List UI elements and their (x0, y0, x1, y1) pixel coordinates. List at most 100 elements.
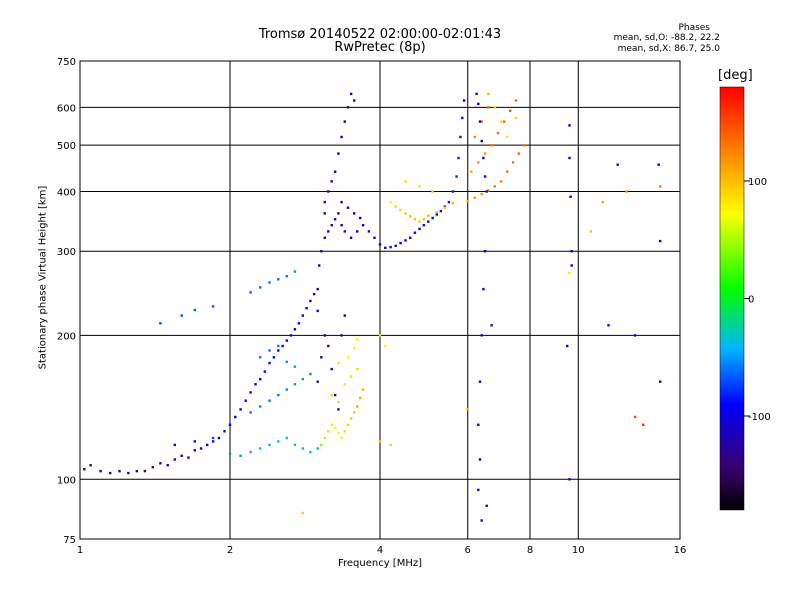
data-point (127, 471, 130, 475)
data-points (83, 92, 662, 522)
data-point (249, 450, 252, 454)
data-point (318, 264, 321, 267)
data-point (180, 314, 183, 317)
data-point (478, 458, 482, 461)
data-point (473, 196, 476, 199)
colorbar-tick-label: -100 (748, 412, 771, 423)
data-point (211, 436, 215, 440)
data-point (389, 245, 392, 249)
x-tick-label: 4 (377, 545, 383, 556)
colorbar-ticks: 100 0 -100 (744, 177, 771, 423)
data-point (601, 200, 604, 204)
data-point (457, 156, 460, 160)
data-point (394, 244, 397, 247)
data-point (340, 334, 343, 337)
data-point (499, 120, 503, 123)
data-point (477, 488, 480, 492)
data-point (570, 250, 573, 253)
data-point (346, 356, 350, 359)
data-point (514, 116, 518, 120)
data-point (320, 443, 323, 447)
data-point (568, 124, 571, 127)
data-point (263, 370, 267, 373)
data-point (435, 213, 438, 216)
data-point (483, 250, 487, 253)
data-point (568, 271, 571, 275)
data-point (568, 156, 571, 160)
data-point (356, 367, 359, 371)
y-tick-label: 600 (57, 103, 76, 114)
data-point (89, 464, 92, 467)
data-point (404, 212, 407, 215)
data-point (490, 144, 493, 147)
y-tick-label: 300 (57, 247, 76, 258)
data-point (268, 281, 271, 284)
data-point (356, 338, 359, 341)
x-axis-label: Frequency [MHz] (337, 558, 423, 569)
data-point (277, 349, 280, 352)
data-point (277, 393, 280, 397)
data-point (570, 264, 573, 267)
y-axis-label: Stationary phase Virtual Height [km] (37, 185, 49, 370)
y-tick-label: 100 (57, 475, 76, 486)
data-point (394, 205, 397, 208)
data-point (361, 388, 365, 391)
data-point (337, 400, 340, 404)
data-point (330, 224, 333, 227)
data-point (409, 215, 412, 218)
data-point (239, 408, 242, 411)
data-point (346, 206, 350, 209)
data-point (659, 185, 662, 188)
data-point (443, 206, 447, 209)
x-tick-label: 8 (527, 545, 533, 556)
colorbar-tick-label: 0 (748, 295, 754, 306)
data-point (293, 443, 297, 447)
x-tick-label: 6 (465, 545, 471, 556)
data-point (277, 344, 280, 348)
data-point (499, 180, 503, 183)
y-tick-label: 400 (57, 187, 76, 198)
data-point (259, 447, 262, 450)
data-point (206, 443, 209, 447)
data-point (277, 278, 280, 281)
data-point (173, 443, 176, 447)
data-point (301, 377, 304, 381)
data-point (244, 399, 247, 402)
y-tick-label: 75 (63, 535, 76, 546)
data-point (373, 236, 376, 239)
data-point (431, 190, 434, 193)
data-point (447, 200, 451, 204)
data-point (462, 99, 466, 102)
data-point (327, 430, 330, 433)
data-point (327, 230, 330, 233)
data-point (316, 287, 319, 291)
data-point (477, 423, 480, 426)
data-point (337, 361, 340, 365)
data-point (431, 216, 434, 220)
data-point (327, 190, 330, 193)
data-point (293, 365, 297, 368)
data-point (343, 120, 346, 123)
colorbar (719, 86, 745, 511)
data-point (399, 208, 402, 212)
data-point (340, 224, 343, 227)
data-point (389, 200, 392, 204)
plot-grid (80, 61, 680, 539)
data-point (166, 464, 169, 467)
data-point (309, 299, 312, 303)
data-point (272, 356, 276, 359)
data-point (506, 170, 509, 173)
data-point (404, 180, 407, 183)
data-point (346, 423, 350, 426)
data-point (451, 202, 454, 205)
data-point (337, 408, 340, 411)
data-point (285, 360, 288, 364)
data-point (285, 275, 288, 278)
colorbar-unit: [deg] (718, 68, 753, 83)
data-point (330, 393, 333, 397)
data-point (353, 99, 356, 102)
data-point (228, 423, 232, 426)
data-point (633, 415, 637, 419)
data-point (506, 135, 509, 139)
data-point (159, 322, 162, 325)
